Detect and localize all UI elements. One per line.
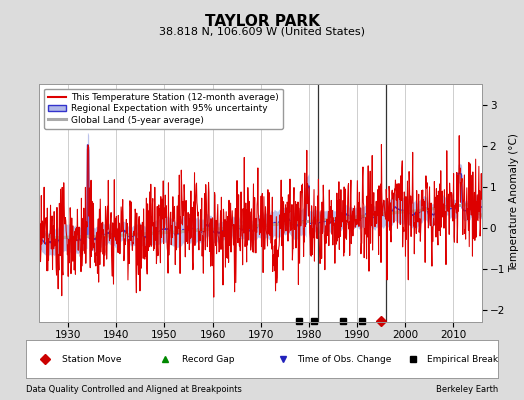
- Text: Data Quality Controlled and Aligned at Breakpoints: Data Quality Controlled and Aligned at B…: [26, 385, 242, 394]
- Text: Empirical Break: Empirical Break: [427, 354, 498, 364]
- Text: Record Gap: Record Gap: [182, 354, 234, 364]
- Text: TAYLOR PARK: TAYLOR PARK: [204, 14, 320, 29]
- Legend: This Temperature Station (12-month average), Regional Expectation with 95% uncer: This Temperature Station (12-month avera…: [44, 88, 283, 129]
- Text: Time of Obs. Change: Time of Obs. Change: [298, 354, 392, 364]
- Text: 38.818 N, 106.609 W (United States): 38.818 N, 106.609 W (United States): [159, 26, 365, 36]
- Text: Station Move: Station Move: [62, 354, 121, 364]
- Y-axis label: Temperature Anomaly (°C): Temperature Anomaly (°C): [509, 134, 519, 272]
- Text: Berkeley Earth: Berkeley Earth: [435, 385, 498, 394]
